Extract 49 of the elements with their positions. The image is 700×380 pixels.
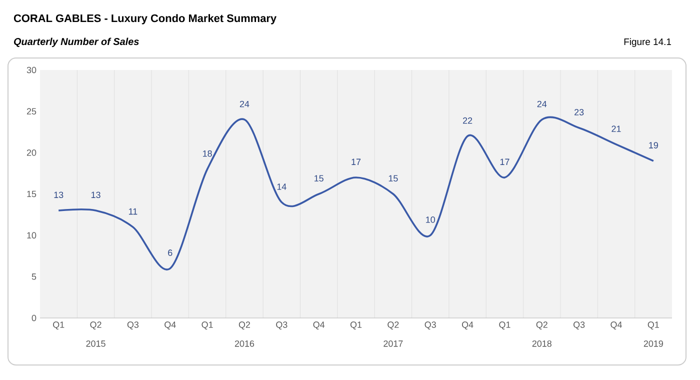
data-label: 24	[240, 100, 250, 108]
x-tick-label: Q3	[424, 322, 436, 330]
y-tick-label: 0	[32, 314, 36, 322]
data-label: 17	[352, 158, 361, 165]
y-tick-label: 30	[26, 66, 36, 74]
data-label: 15	[314, 175, 324, 182]
text: 2017	[384, 340, 403, 347]
caption: Figure 14.1	[624, 38, 672, 47]
x-tick-label: Q3	[574, 322, 585, 330]
x-tick-label: Q4	[610, 322, 622, 330]
data-label: 18	[203, 150, 212, 157]
data-label: 22	[463, 117, 472, 124]
data-label: 21	[612, 126, 621, 132]
y-tick-label: 20	[26, 149, 36, 156]
data-label: 11	[128, 208, 138, 215]
x-tick-label: Q1	[202, 322, 213, 330]
y-tick-label: 5	[32, 274, 36, 280]
data-label: 19	[649, 142, 658, 148]
x-tick-label: Q1	[350, 322, 362, 330]
x-tick-label: Q4	[462, 322, 474, 330]
text: 2019	[644, 340, 663, 347]
y-tick-label: 15	[27, 190, 36, 198]
y-tick-label: 10	[27, 232, 36, 239]
data-label: 6	[168, 250, 172, 256]
chart-subtitle: Quarterly Number of Sales	[14, 38, 139, 48]
x-tick-label: Q2	[238, 322, 250, 330]
data-label: 24	[537, 100, 547, 108]
x-tick-label: Q4	[164, 322, 176, 330]
data-label: 15	[388, 175, 398, 182]
data-label: 10	[426, 216, 436, 223]
data-label: 17	[500, 158, 510, 165]
data-label: 13	[54, 192, 64, 198]
text: 2016	[234, 340, 254, 347]
y-tick-label: 25	[26, 108, 36, 115]
text: 2018	[532, 340, 552, 347]
x-tick-label: Q2	[536, 322, 548, 330]
text: 2015	[86, 340, 106, 347]
x-tick-label: Q1	[648, 322, 659, 330]
x-tick-label: Q2	[388, 322, 399, 330]
data-label: 14	[277, 184, 286, 190]
x-tick-label: Q1	[53, 322, 64, 330]
chart-title: CORAL GABLES - Luxury Condo Market Summary	[14, 14, 276, 24]
x-tick-label: Q3	[127, 322, 139, 330]
data-label: 23	[574, 109, 584, 116]
x-tick-label: Q2	[90, 322, 102, 330]
data-label: 13	[91, 192, 100, 198]
x-tick-label: Q1	[499, 322, 510, 330]
x-tick-label: Q4	[313, 322, 325, 330]
x-tick-label: Q3	[276, 322, 288, 330]
